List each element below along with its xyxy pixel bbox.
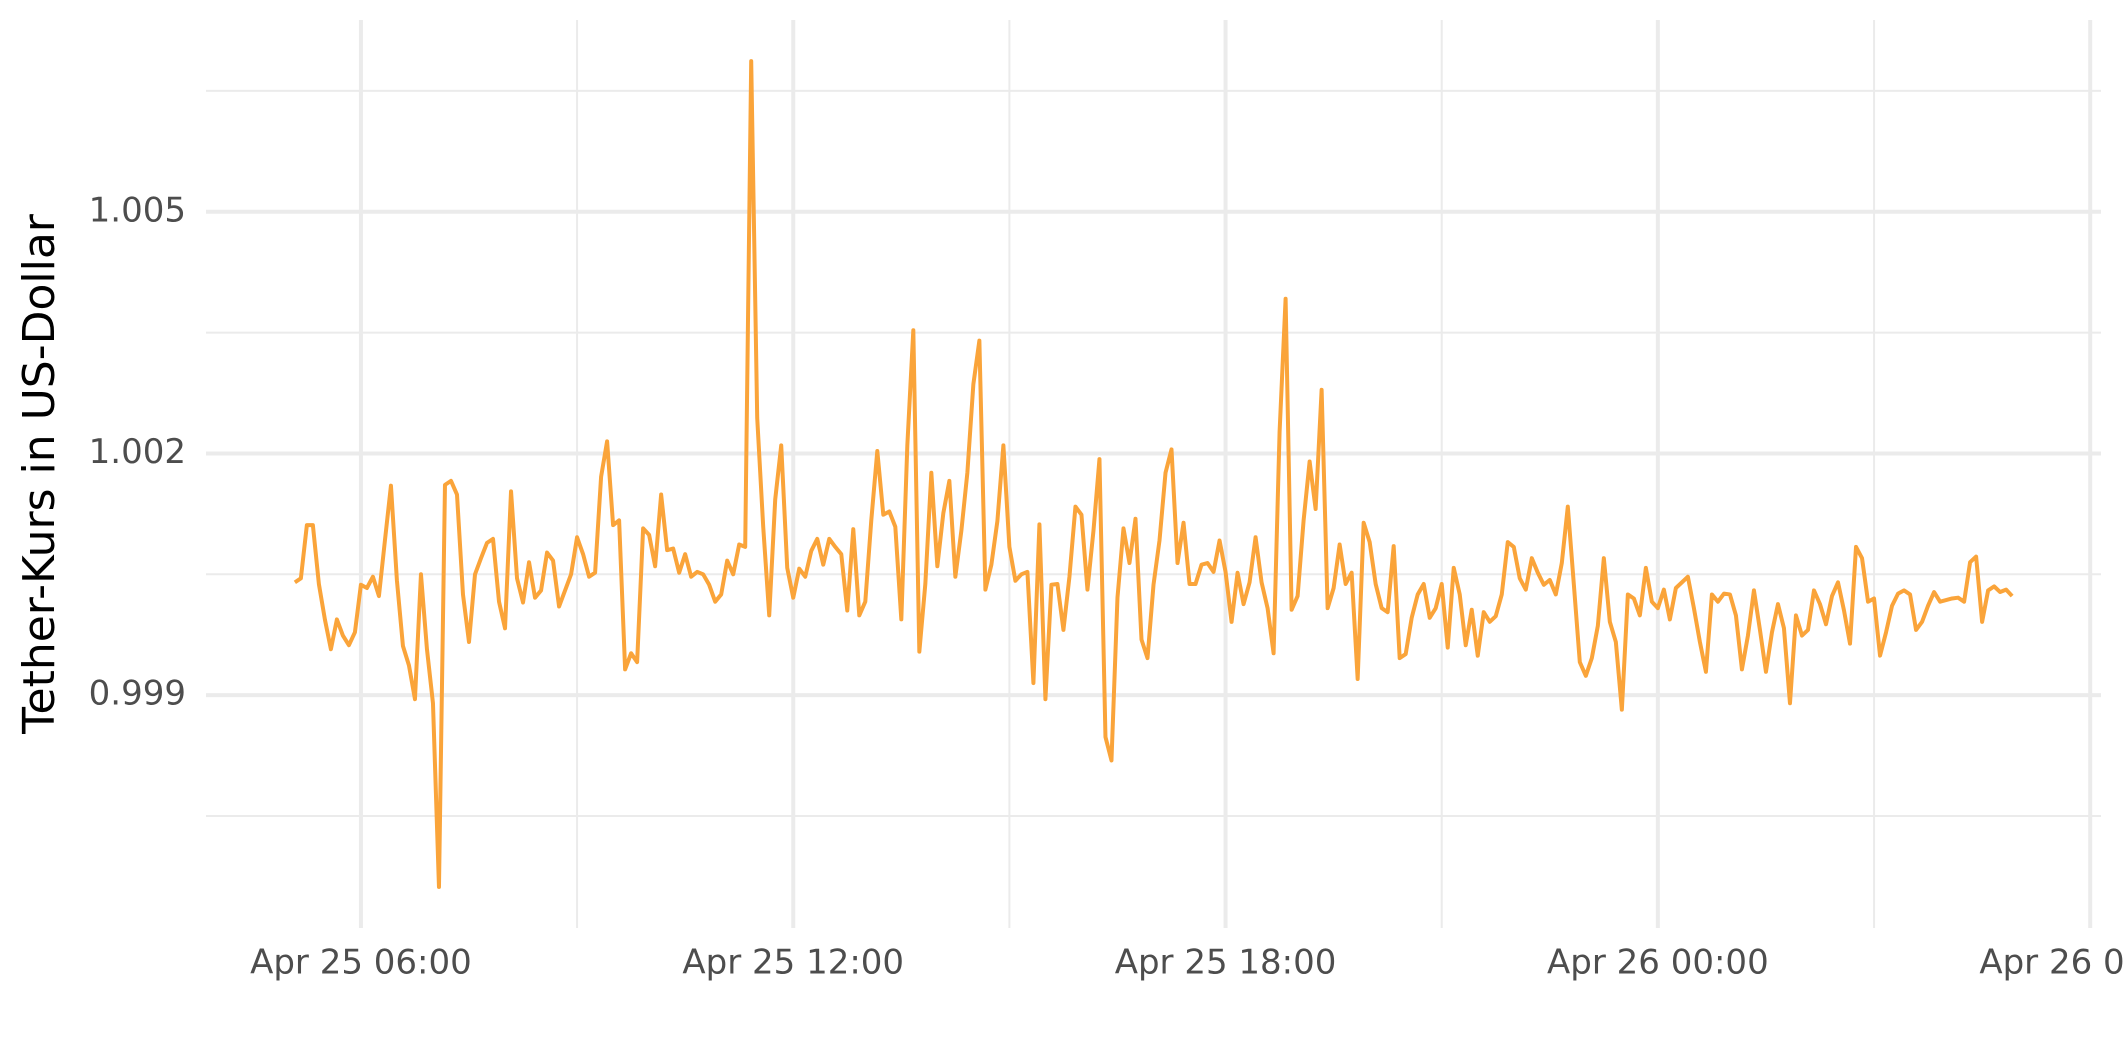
y-tick-label: 1.002	[89, 432, 186, 472]
y-axis-title: Tether-Kurs in US-Dollar	[14, 213, 65, 735]
x-tick-label: Apr 25 12:00	[682, 943, 904, 983]
y-tick-label: 0.999	[89, 674, 186, 714]
price-line	[293, 59, 2014, 889]
x-tick-label: Apr 26 00:00	[1547, 943, 1769, 983]
y-tick-label: 1.005	[89, 190, 186, 230]
x-tick-label: Apr 25 18:00	[1115, 943, 1337, 983]
x-tick-label: Apr 25 06:00	[250, 943, 472, 983]
x-tick-label: Apr 26 06:00	[1979, 943, 2125, 983]
